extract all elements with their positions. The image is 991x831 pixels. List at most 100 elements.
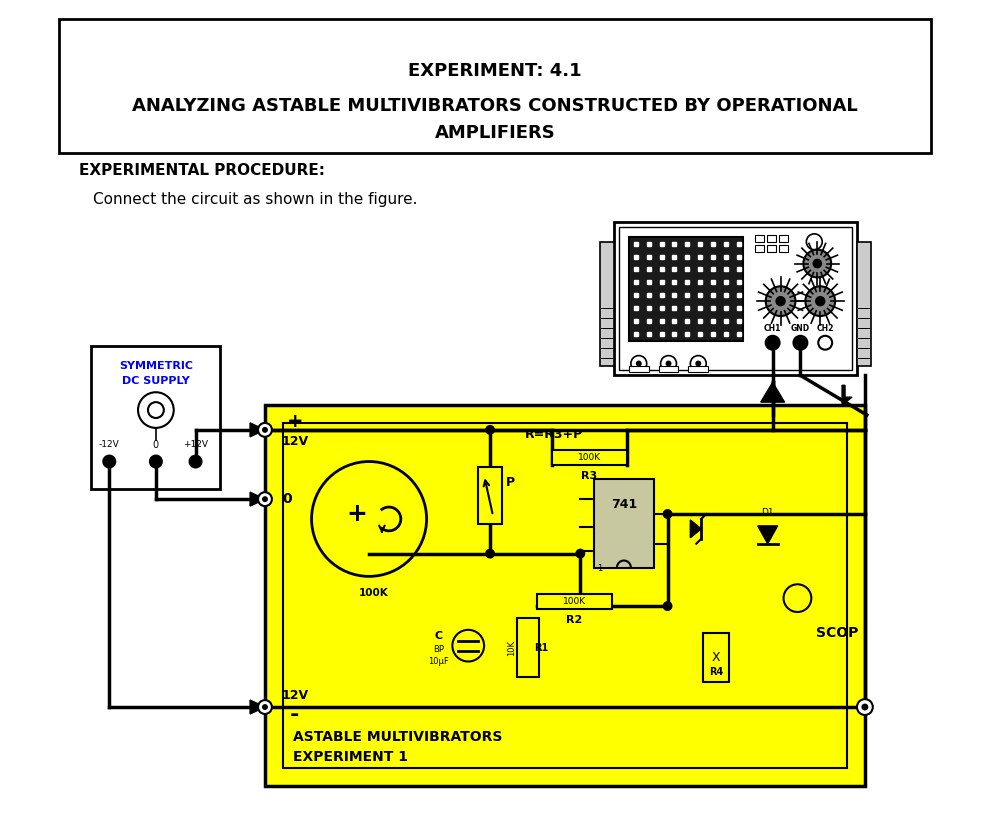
Circle shape <box>766 287 796 316</box>
Circle shape <box>696 361 702 366</box>
Text: ASTABLE MULTIVIBRATORS: ASTABLE MULTIVIBRATORS <box>292 730 502 744</box>
Circle shape <box>815 296 826 307</box>
Circle shape <box>485 425 495 435</box>
Polygon shape <box>250 492 265 506</box>
Circle shape <box>661 356 677 371</box>
Text: BP: BP <box>433 645 444 654</box>
Circle shape <box>636 361 642 366</box>
Bar <box>517 618 539 677</box>
Circle shape <box>663 509 673 519</box>
Bar <box>629 237 743 341</box>
Circle shape <box>775 296 786 307</box>
Circle shape <box>189 455 201 468</box>
Text: 741: 741 <box>610 498 637 510</box>
Text: R1: R1 <box>534 642 548 652</box>
Bar <box>779 245 788 252</box>
Polygon shape <box>842 386 852 405</box>
Bar <box>755 235 764 242</box>
Circle shape <box>150 455 162 468</box>
Circle shape <box>806 287 835 316</box>
Text: 100K: 100K <box>578 453 601 462</box>
Circle shape <box>258 423 272 437</box>
Circle shape <box>861 704 868 711</box>
Polygon shape <box>691 520 702 538</box>
Text: SCOP: SCOP <box>816 626 858 640</box>
Text: EXPERIMENT 1: EXPERIMENT 1 <box>292 750 407 764</box>
Text: DC SUPPLY: DC SUPPLY <box>122 376 189 386</box>
Circle shape <box>857 699 873 715</box>
Bar <box>704 632 729 682</box>
Text: +12V: +12V <box>183 440 208 450</box>
Circle shape <box>138 392 173 428</box>
Circle shape <box>819 336 832 350</box>
Circle shape <box>631 356 647 371</box>
Bar <box>552 450 627 465</box>
Bar <box>91 346 220 489</box>
Bar <box>857 242 871 366</box>
Circle shape <box>813 258 823 268</box>
Polygon shape <box>761 382 785 402</box>
Text: CH1: CH1 <box>764 324 781 333</box>
Bar <box>619 227 852 371</box>
Text: D1: D1 <box>761 508 774 517</box>
Text: EXPERIMENT: 4.1: EXPERIMENT: 4.1 <box>408 62 582 81</box>
Text: +: + <box>286 412 303 431</box>
Text: EXPERIMENTAL PROCEDURE:: EXPERIMENTAL PROCEDURE: <box>78 163 324 178</box>
Bar <box>265 405 865 786</box>
Polygon shape <box>758 526 778 543</box>
Circle shape <box>148 402 164 418</box>
Bar <box>629 366 649 372</box>
Text: 10K: 10K <box>507 640 516 656</box>
Circle shape <box>663 601 673 611</box>
Text: R2: R2 <box>566 615 583 625</box>
Text: 12V: 12V <box>281 689 308 701</box>
Text: P: P <box>506 476 515 489</box>
Text: 100K: 100K <box>359 588 388 598</box>
Circle shape <box>258 700 272 714</box>
Circle shape <box>794 336 808 350</box>
Bar <box>689 366 709 372</box>
Bar <box>755 245 764 252</box>
Bar <box>595 479 654 568</box>
Text: R=R3+P: R=R3+P <box>525 428 584 441</box>
Bar <box>767 245 776 252</box>
Bar <box>659 366 679 372</box>
Bar <box>282 423 847 769</box>
Circle shape <box>103 455 115 468</box>
Text: R4: R4 <box>709 667 723 677</box>
Circle shape <box>262 496 268 502</box>
Text: +: + <box>347 502 368 526</box>
Text: AMPLIFIERS: AMPLIFIERS <box>435 124 555 142</box>
Circle shape <box>485 548 495 558</box>
Circle shape <box>576 548 586 558</box>
Bar <box>478 468 502 524</box>
Circle shape <box>784 584 812 612</box>
Text: GND: GND <box>791 324 810 333</box>
Text: 1: 1 <box>598 564 603 573</box>
Circle shape <box>766 336 780 350</box>
Bar <box>537 594 612 609</box>
Circle shape <box>807 234 823 249</box>
Circle shape <box>262 427 268 433</box>
Text: Connect the circuit as shown in the figure.: Connect the circuit as shown in the figu… <box>93 192 418 207</box>
Text: -12V: -12V <box>99 440 120 450</box>
Text: SYMMETRIC: SYMMETRIC <box>119 361 193 371</box>
Bar <box>601 242 614 366</box>
Text: 100K: 100K <box>563 597 586 606</box>
Text: 12V: 12V <box>281 435 308 448</box>
Circle shape <box>691 356 707 371</box>
Text: 0: 0 <box>153 440 159 450</box>
Text: 0: 0 <box>282 492 291 506</box>
Bar <box>614 222 857 376</box>
Text: C: C <box>434 631 443 641</box>
Polygon shape <box>250 700 265 714</box>
Circle shape <box>452 630 484 661</box>
Circle shape <box>666 361 672 366</box>
Polygon shape <box>250 423 265 437</box>
Circle shape <box>311 461 426 577</box>
Circle shape <box>262 704 268 710</box>
Text: CH2: CH2 <box>817 324 833 333</box>
Bar <box>779 235 788 242</box>
Text: ANALYZING ASTABLE MULTIVIBRATORS CONSTRUCTED BY OPERATIONAL: ANALYZING ASTABLE MULTIVIBRATORS CONSTRU… <box>132 97 858 116</box>
Circle shape <box>258 492 272 506</box>
